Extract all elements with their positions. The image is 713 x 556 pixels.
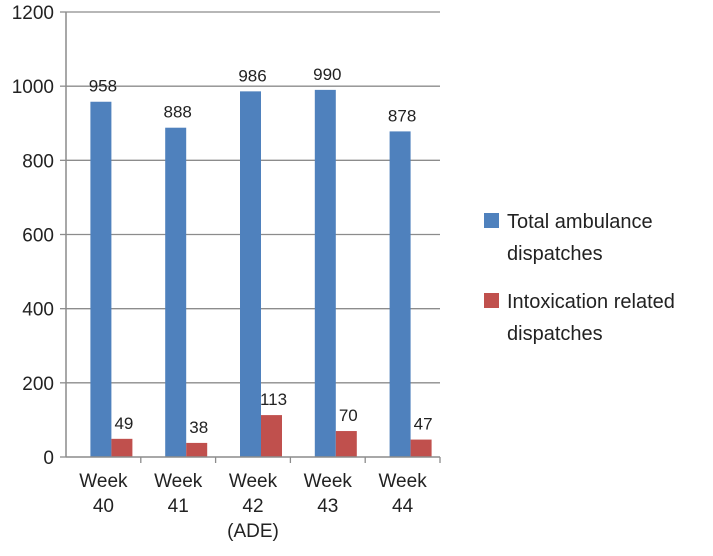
bar-s2-week-44 [410,439,432,457]
data-label: 990 [313,65,341,84]
legend-label-line: Intoxication related [507,291,675,313]
y-tick-label: 200 [22,374,54,395]
data-label: 986 [238,66,266,85]
x-category-label-line: 42 [242,496,263,517]
legend-label-2: Intoxication related dispatches [507,291,675,345]
data-label: 958 [89,77,117,96]
x-category-label: Week 42 (ADE) [227,471,279,542]
x-category-label-line: (ADE) [227,521,279,542]
legend-label-1: Total ambulance dispatches [507,211,653,265]
x-axis-categories: Week 40 Week 41 Week 42 (ADE) Week 43 Week 44 [79,471,427,542]
x-category-label-line: 40 [93,496,114,517]
data-label: 888 [164,103,192,122]
data-label: 38 [189,418,208,437]
legend-label-line: Total ambulance [507,211,653,233]
data-label: 878 [388,106,416,125]
x-category-label: Week 44 [378,471,427,517]
data-label: 47 [414,415,433,434]
legend-label-line: dispatches [507,323,603,345]
data-label: 113 [260,390,287,409]
bar-s1-week-44 [389,131,411,458]
y-tick-label: 0 [43,448,54,469]
y-tick-label: 800 [22,151,54,172]
bar-s1-week-43 [314,89,336,457]
bar-s1-week-40 [90,101,112,457]
x-category-label-line: Week [79,471,128,492]
legend-label-line: dispatches [507,243,603,265]
x-category-label-line: Week [378,471,427,492]
x-category-label: Week 40 [79,471,128,517]
data-label: 49 [114,414,133,433]
bar-s1-week-42 [240,91,261,457]
bar-s2-week-40 [111,438,133,457]
x-category-label-line: 41 [168,496,189,517]
bar-s2-week-41 [186,442,208,457]
bar-s2-week-43 [335,431,357,457]
y-tick-label: 600 [22,226,54,247]
y-tick-label: 1200 [12,3,54,24]
x-category-label: Week 41 [154,471,203,517]
legend-swatch-1 [484,213,499,228]
bars [90,89,432,458]
x-category-label-line: Week [229,471,278,492]
axes [60,11,441,463]
x-category-label-line: Week [304,471,353,492]
x-category-label-line: 43 [317,496,338,517]
x-category-label-line: Week [154,471,203,492]
x-category-label-line: 44 [392,496,414,517]
y-tick-label: 1000 [12,77,54,98]
x-category-label: Week 43 [304,471,353,517]
y-axis-ticks: 0 200 400 600 800 1000 1200 [12,3,54,469]
bar-s1-week-41 [165,127,187,457]
y-tick-label: 400 [22,300,54,321]
data-labels: 958 49 888 38 986 113 990 70 878 47 [89,65,433,437]
data-label: 70 [339,406,358,425]
legend-swatch-2 [484,293,499,308]
bar-s2-week-42 [261,415,282,457]
